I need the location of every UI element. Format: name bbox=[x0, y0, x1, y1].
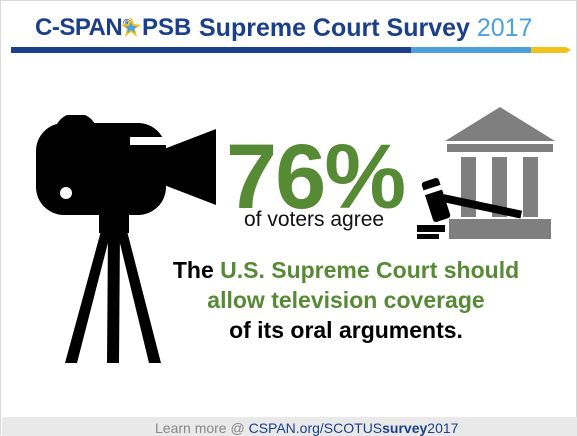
cspan-logo-text: C-SPAN bbox=[35, 14, 123, 41]
footer-link-suffix: 2017 bbox=[427, 420, 459, 436]
footer-bar: Learn more @ CSPAN.org/SCOTUSsurvey2017 bbox=[2, 417, 577, 436]
footer-link[interactable]: CSPAN.org/SCOTUSsurvey2017 bbox=[249, 420, 459, 436]
header: C-SPAN® PSB Supreme Court Survey 2017 bbox=[1, 1, 576, 57]
survey-title-main: Supreme Court Survey bbox=[199, 14, 470, 42]
statement-line-2: allow television coverage bbox=[207, 287, 485, 313]
survey-title: Supreme Court Survey 2017 bbox=[199, 14, 533, 43]
gavel-icon bbox=[417, 178, 523, 239]
cspan-logo: C-SPAN® bbox=[35, 14, 131, 42]
registered-mark: ® bbox=[123, 18, 131, 29]
statement-highlight-1: U.S. Supreme Court should bbox=[220, 257, 520, 283]
footer-link-bold: survey bbox=[382, 420, 428, 436]
footer-prefix: Learn more @ bbox=[155, 420, 249, 436]
statement-line-3: of its oral arguments. bbox=[229, 317, 463, 343]
footer-text: Learn more @ CSPAN.org/SCOTUSsurvey2017 bbox=[155, 420, 458, 436]
header-stripe bbox=[11, 47, 571, 53]
survey-statement: The U.S. Supreme Court should allow tele… bbox=[121, 255, 571, 345]
statement-line-1: The U.S. Supreme Court should bbox=[121, 255, 571, 285]
stat-percentage: 76% bbox=[226, 126, 406, 228]
tripod-icon bbox=[65, 213, 161, 363]
psb-logo-text: PSB bbox=[142, 14, 192, 41]
statement-lead: The bbox=[172, 257, 221, 283]
footer-link-main: CSPAN.org/SCOTUS bbox=[248, 420, 383, 436]
psb-star-icon bbox=[121, 17, 141, 37]
video-camera-icon bbox=[36, 115, 216, 215]
survey-title-year: 2017 bbox=[476, 14, 533, 42]
stat-caption: of voters agree bbox=[244, 208, 385, 231]
